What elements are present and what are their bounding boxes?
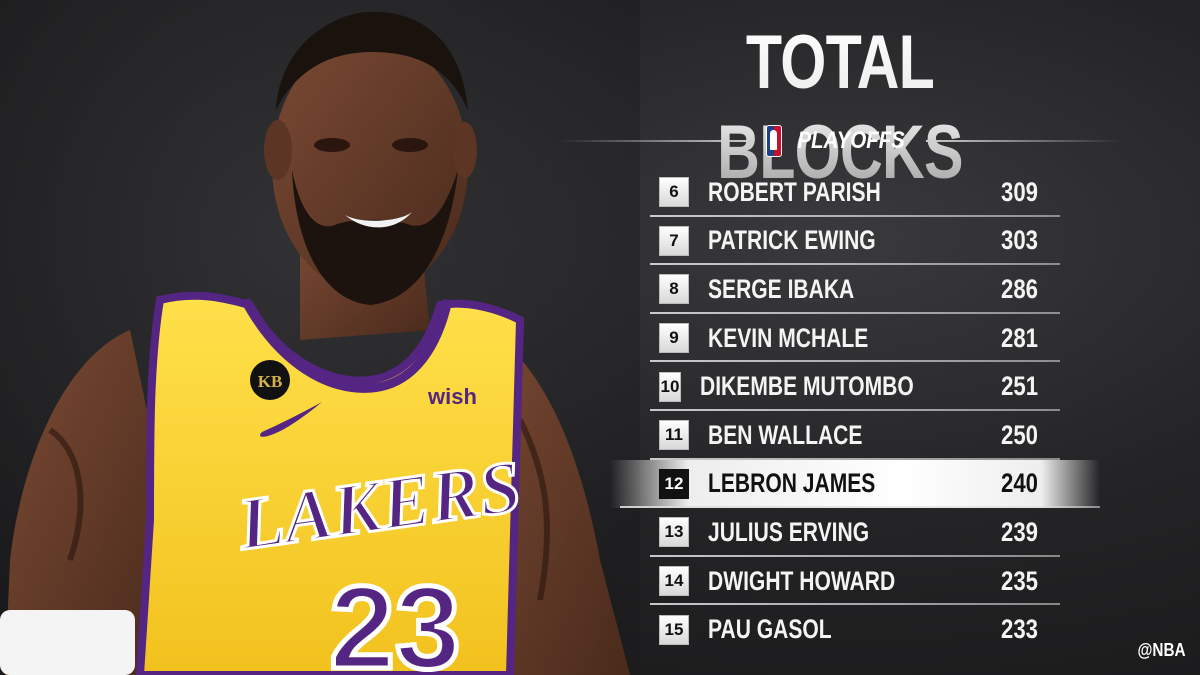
nba-logo-icon: [765, 125, 782, 157]
blocks-total: 281: [1001, 322, 1038, 353]
blocks-total: 251: [1001, 371, 1038, 402]
rank-badge: 9: [660, 324, 688, 353]
blocks-total: 239: [1001, 516, 1038, 547]
player-name: DWIGHT HOWARD: [708, 565, 896, 596]
player-illustration: KB wish LAKERS 23: [0, 0, 640, 675]
blocks-total: 286: [1001, 273, 1038, 304]
rankings-list: 6 ROBERT PARISH 309 7 PATRICK EWING 303 8 SERGE…: [610, 168, 1100, 654]
ranking-row: 8 SERGE IBAKA 286: [640, 265, 1060, 314]
ranking-row: 11 BEN WALLACE 250: [640, 411, 1060, 460]
blocks-total: 303: [1001, 225, 1038, 256]
player-name: JULIUS ERVING: [708, 516, 870, 547]
blocks-total: 309: [1001, 176, 1038, 207]
rank-badge: 12: [660, 469, 688, 498]
subtitle-row: PLAYOFFS: [560, 124, 1121, 158]
blocks-total: 240: [1001, 468, 1038, 499]
ranking-row: 14 DWIGHT HOWARD 235: [640, 557, 1060, 606]
ranking-row: 10 DIKEMBE MUTOMBO 251: [640, 362, 1060, 411]
rank-badge: 7: [660, 226, 688, 255]
divider-left: [560, 140, 754, 142]
rank-badge: 13: [660, 518, 688, 547]
rank-badge: 10: [660, 372, 680, 401]
rank-badge: 11: [660, 421, 688, 450]
sponsor-text: wish: [427, 384, 477, 409]
player-name: BEN WALLACE: [708, 419, 863, 450]
rank-badge: 14: [660, 567, 688, 596]
player-name: LEBRON JAMES: [708, 468, 876, 499]
graphic-title: TOTAL BLOCKS: [622, 18, 1059, 198]
ranking-row: 7 PATRICK EWING 303: [640, 217, 1060, 266]
playoffs-label: PLAYOFFS: [797, 127, 905, 154]
social-handle: @NBA: [1137, 640, 1186, 660]
rank-badge: 6: [660, 178, 688, 207]
jersey-number: 23: [329, 562, 460, 675]
ranking-row-highlighted: 12 LEBRON JAMES 240: [610, 459, 1100, 509]
player-photo: KB wish LAKERS 23: [0, 0, 640, 675]
player-name: DIKEMBE MUTOMBO: [699, 371, 914, 402]
player-name: PAU GASOL: [708, 614, 832, 645]
ranking-row: 15 PAU GASOL 233: [640, 605, 1060, 654]
divider-right: [926, 140, 1121, 142]
blocks-total: 233: [1001, 614, 1038, 645]
player-name: ROBERT PARISH: [708, 176, 881, 207]
rank-badge: 8: [660, 275, 688, 304]
player-name: KEVIN MCHALE: [708, 322, 869, 353]
ranking-row: 9 KEVIN MCHALE 281: [640, 314, 1060, 363]
player-name: SERGE IBAKA: [708, 273, 855, 304]
player-name: PATRICK EWING: [708, 225, 876, 256]
ranking-row: 13 JULIUS ERVING 239: [640, 508, 1060, 557]
kb-patch-text: KB: [258, 372, 283, 391]
blocks-total: 250: [1001, 419, 1038, 450]
blocks-total: 235: [1001, 565, 1038, 596]
ranking-row: 6 ROBERT PARISH 309: [640, 168, 1060, 217]
swoosh-icon: [260, 402, 322, 437]
rank-badge: 15: [660, 615, 688, 644]
